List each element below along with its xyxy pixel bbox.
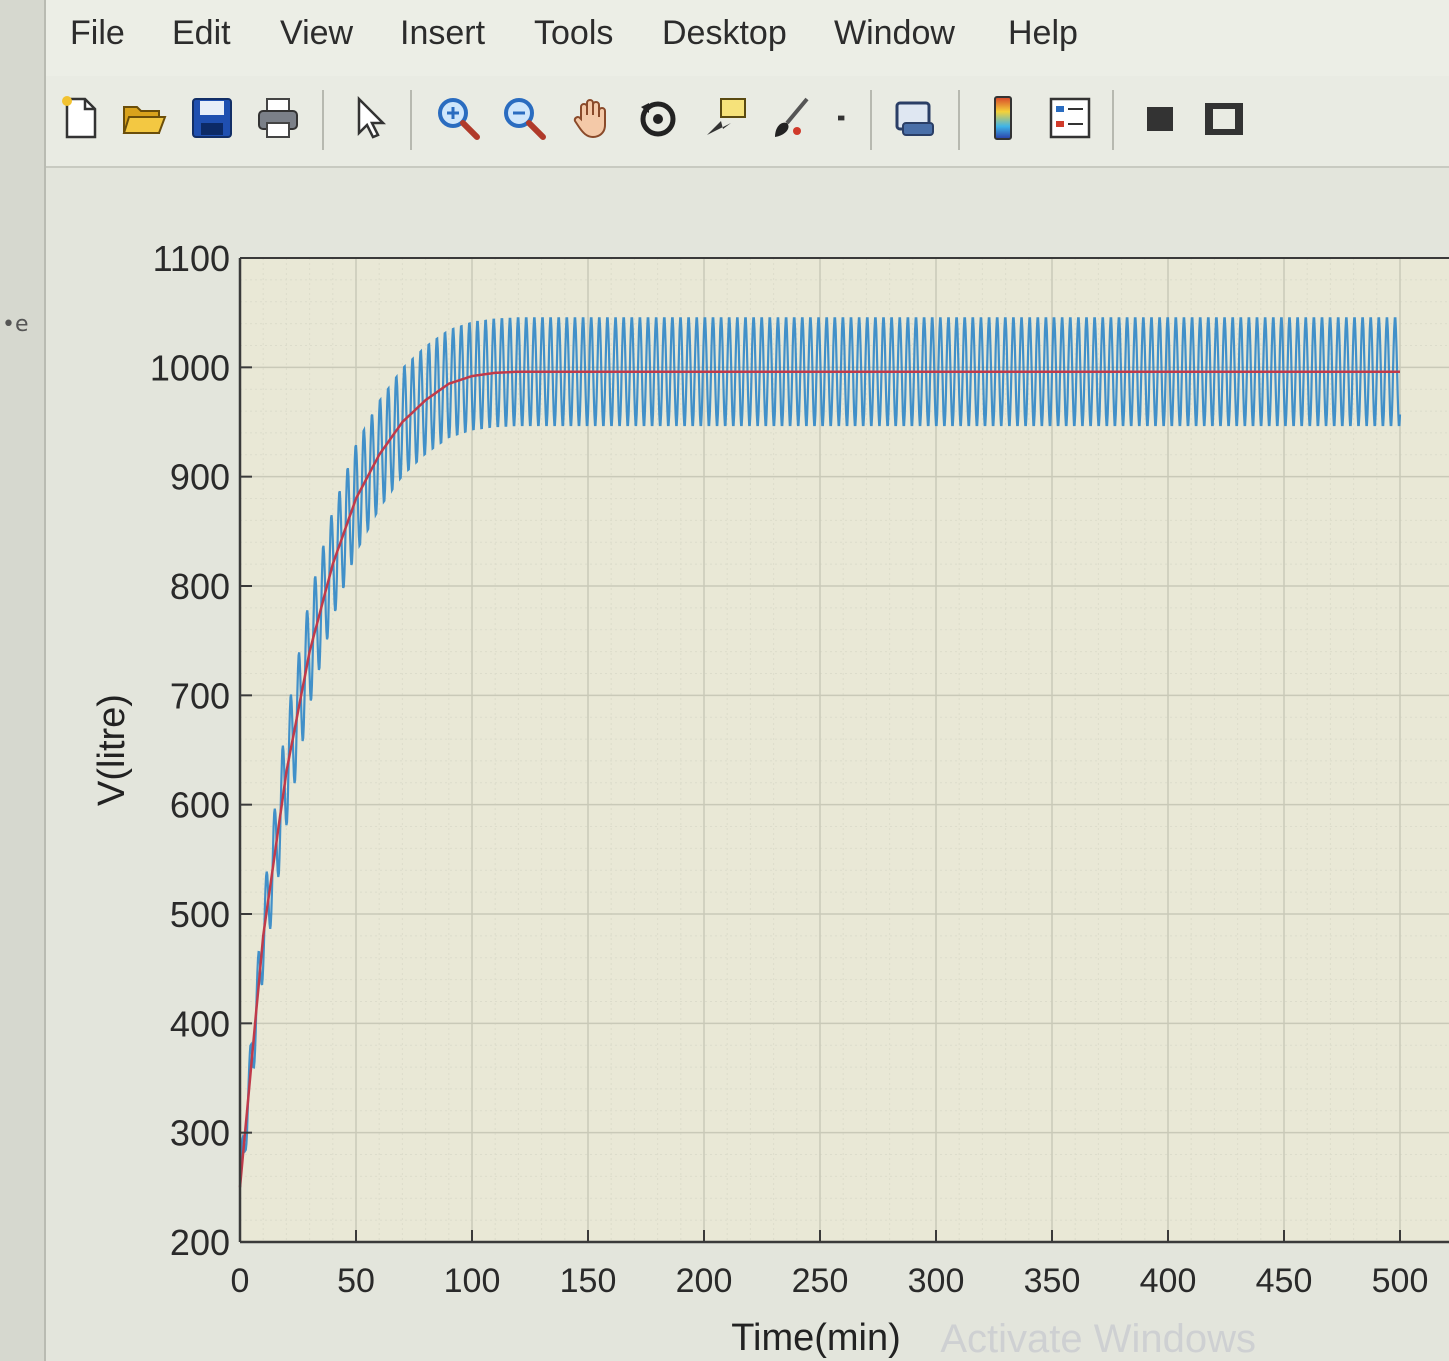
plot-svg: 200 300 400 500 600 700 800 900 1000 1100 0 50 100 15… [91, 238, 1449, 1361]
y-tick-label: 300 [170, 1113, 230, 1154]
menu-tools[interactable]: Tools [534, 14, 614, 52]
y-tick-label: 700 [170, 675, 230, 716]
brush-dropdown[interactable] [822, 88, 862, 148]
brush-button[interactable] [764, 88, 820, 148]
x-tick-label: 450 [1256, 1262, 1313, 1300]
figure-canvas: 200 300 400 500 600 700 800 900 1000 1100 0 50 100 15… [46, 168, 1449, 1361]
menu-edit[interactable]: Edit [172, 14, 231, 52]
x-tick-label: 400 [1140, 1262, 1197, 1300]
link-plot-button[interactable] [886, 88, 942, 148]
series-oscillating-volume [238, 317, 1402, 1188]
data-cursor-icon [707, 98, 746, 135]
zoom-in-button[interactable] [430, 88, 486, 148]
chevron-down-icon [838, 115, 845, 121]
edge-mark: •e [2, 312, 29, 337]
insert-legend-button[interactable] [1042, 88, 1098, 148]
y-tick-label: 200 [170, 1222, 230, 1263]
menu-bar: File Edit View Insert Tools Desktop Wind… [46, 0, 1449, 76]
edit-plot-button[interactable] [342, 88, 398, 148]
legend-icon [1049, 97, 1091, 139]
y-tick-label: 400 [170, 1003, 230, 1044]
printer-icon [258, 98, 298, 138]
x-tick-label: 300 [908, 1262, 965, 1300]
rotate-3d-button[interactable] [630, 88, 686, 148]
show-tools-icon [1205, 103, 1243, 135]
y-tick-label: 900 [170, 457, 230, 498]
x-tick-label: 350 [1024, 1262, 1081, 1300]
menu-file[interactable]: File [70, 14, 125, 52]
x-tick-label: 50 [337, 1262, 375, 1300]
colorbar-icon [994, 96, 1012, 140]
x-tick-label: 100 [444, 1262, 501, 1300]
zoom-out-button[interactable] [496, 88, 552, 148]
hide-plot-tools-button[interactable] [1132, 88, 1188, 148]
new-figure-button[interactable] [52, 88, 108, 148]
pan-button[interactable] [564, 88, 620, 148]
y-axis-label: V(litre) [91, 694, 133, 806]
toolbar-separator [410, 90, 412, 150]
x-tick-label: 0 [231, 1262, 250, 1300]
menu-window[interactable]: Window [834, 14, 955, 52]
new-file-icon [62, 96, 97, 139]
series-mean-volume [238, 370, 1400, 1188]
menu-view[interactable]: View [280, 14, 354, 52]
insert-colorbar-button[interactable] [976, 88, 1032, 148]
hand-icon [573, 99, 606, 139]
toolbar-separator [1112, 90, 1114, 150]
open-file-button[interactable] [116, 88, 172, 148]
save-icon [192, 98, 232, 138]
show-plot-tools-button[interactable] [1196, 88, 1252, 148]
y-tick-label: 500 [170, 894, 230, 935]
save-figure-button[interactable] [184, 88, 240, 148]
menu-insert[interactable]: Insert [400, 14, 486, 52]
brush-icon [775, 97, 809, 137]
toolbar-separator [322, 90, 324, 150]
y-tick-label: 1000 [150, 347, 230, 388]
left-window-edge: •e [0, 0, 46, 1361]
rotate-icon [640, 101, 676, 137]
x-tick-label: 200 [676, 1262, 733, 1300]
data-cursor-button[interactable] [698, 88, 754, 148]
menu-desktop[interactable]: Desktop [662, 14, 787, 52]
toolbar-separator [958, 90, 960, 150]
menu-help[interactable]: Help [1008, 14, 1078, 52]
zoom-out-icon [504, 98, 546, 140]
hide-tools-icon [1147, 107, 1173, 131]
activate-windows-watermark: Activate Windows [940, 1317, 1256, 1361]
y-tick-label: 800 [170, 566, 230, 607]
x-tick-label: 150 [560, 1262, 617, 1300]
link-plot-icon [895, 101, 934, 136]
x-tick-label: 250 [792, 1262, 849, 1300]
zoom-in-icon [438, 98, 480, 140]
figure-toolbar [46, 76, 1449, 168]
x-axis-label: Time(min) [731, 1317, 901, 1359]
folder-open-icon [122, 106, 167, 134]
x-tick-label: 500 [1372, 1262, 1429, 1300]
y-tick-label: 600 [170, 785, 230, 826]
print-figure-button[interactable] [250, 88, 306, 148]
toolbar-separator [870, 90, 872, 150]
y-tick-label: 1100 [153, 238, 230, 279]
pointer-arrow-icon [357, 95, 387, 139]
